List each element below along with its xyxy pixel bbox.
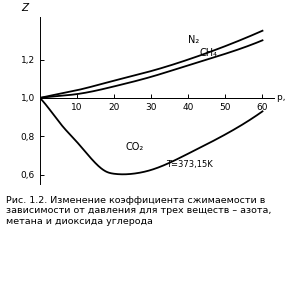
Text: CO₂: CO₂ — [125, 142, 143, 152]
Text: T=373,15K: T=373,15K — [166, 160, 213, 169]
Text: Рис. 1.2. Изменение коэффициента сжимаемости в
зависимости от давления для трех : Рис. 1.2. Изменение коэффициента сжимаем… — [6, 196, 271, 226]
Text: p, МПа: p, МПа — [277, 93, 285, 103]
Text: CH₄: CH₄ — [200, 48, 217, 58]
Text: Z: Z — [21, 3, 29, 14]
Text: N₂: N₂ — [188, 35, 200, 45]
